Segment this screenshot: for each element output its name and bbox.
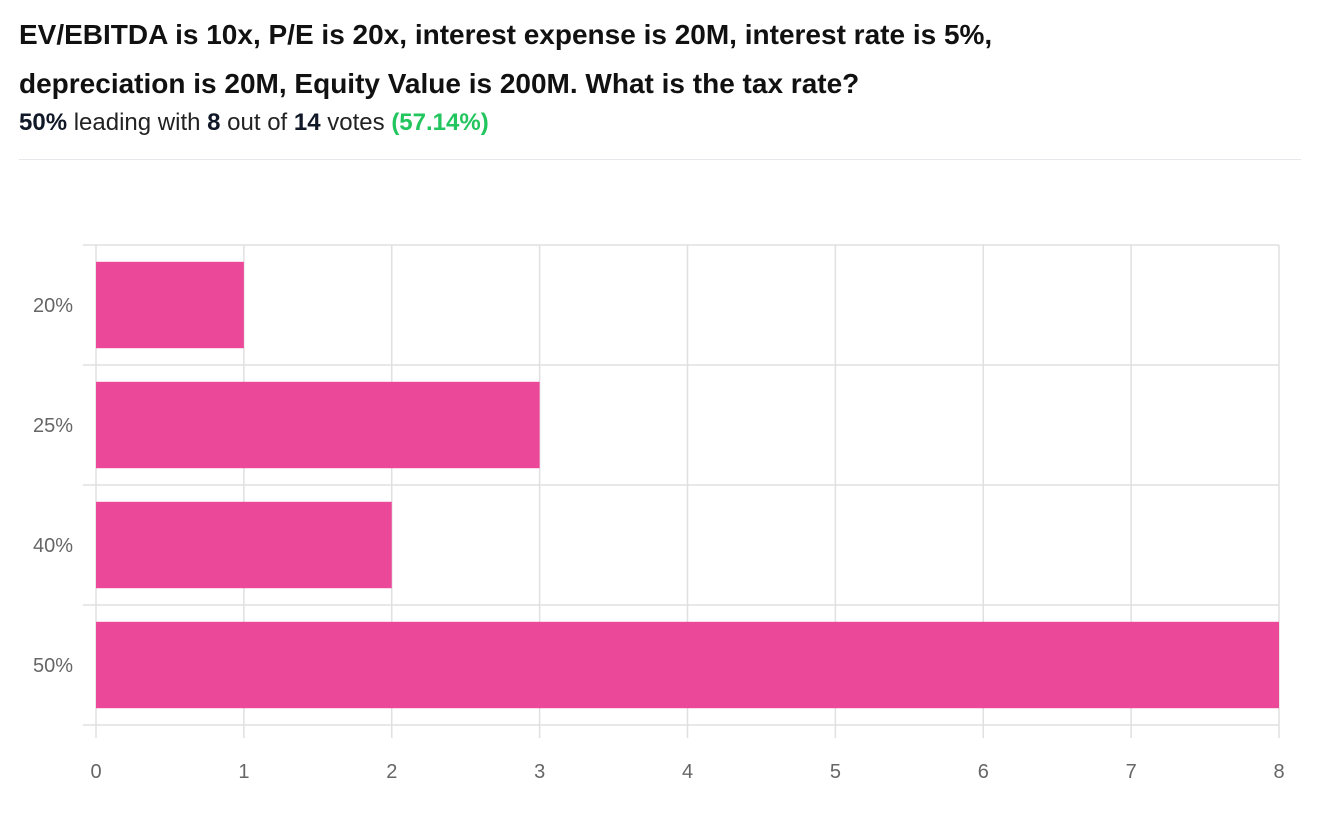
poll-header: EV/EBITDA is 10x, P/E is 20x, interest e…: [19, 10, 1301, 140]
poll-question-line-1: EV/EBITDA is 10x, P/E is 20x, interest e…: [19, 19, 993, 50]
poll-question-line-2: depreciation is 20M, Equity Value is 200…: [19, 68, 860, 99]
bar-25-pct: [96, 381, 540, 469]
total-vote-count: 14: [293, 109, 321, 136]
bar-40-pct: [96, 501, 392, 589]
x-tick-label: 8: [1273, 761, 1284, 783]
x-tick-label: 4: [682, 761, 693, 783]
votes-text: votes: [327, 109, 385, 136]
y-category-label: 20%: [33, 295, 73, 317]
x-tick-label: 2: [386, 761, 397, 783]
leading-option-value: 50%: [19, 109, 68, 136]
x-tick-label: 5: [830, 761, 841, 783]
poll-summary: 50% leading with 8 out of 14 votes (57.1…: [19, 106, 1301, 140]
x-tick-label: 7: [1126, 761, 1137, 783]
bar-50-pct: [96, 621, 1279, 709]
x-tick-label: 0: [90, 761, 101, 783]
leading-text: leading with: [73, 109, 201, 136]
x-tick-label: 6: [978, 761, 989, 783]
x-tick-label: 1: [238, 761, 249, 783]
y-category-label: 25%: [33, 415, 73, 437]
y-category-label: 50%: [33, 655, 73, 677]
x-tick-label: 3: [534, 761, 545, 783]
out-of-text: out of: [227, 109, 288, 136]
leading-percentage: (57.14%): [391, 109, 489, 136]
bar-20-pct: [96, 261, 244, 349]
header-divider: [19, 159, 1301, 160]
y-category-label: 40%: [33, 535, 73, 557]
poll-question: EV/EBITDA is 10x, P/E is 20x, interest e…: [19, 10, 1301, 108]
leading-vote-count: 8: [207, 109, 221, 136]
